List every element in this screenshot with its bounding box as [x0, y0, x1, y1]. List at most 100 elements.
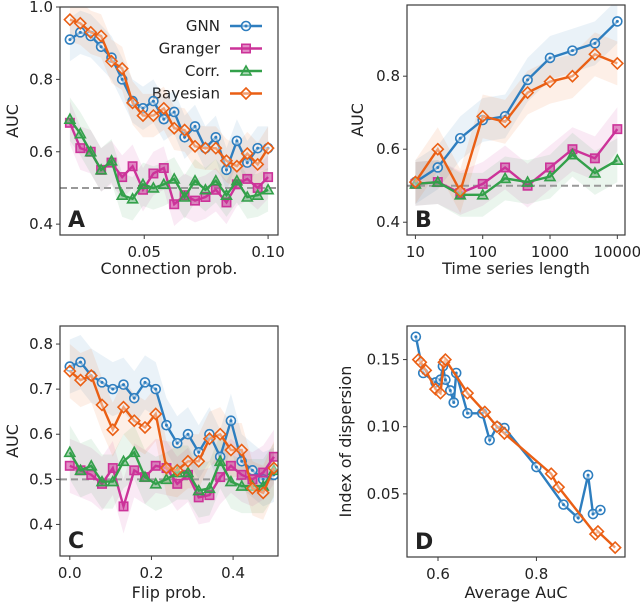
x-axis-label: Flip prob.	[132, 583, 207, 602]
plot-area	[60, 335, 278, 534]
panel-letter: B	[415, 208, 432, 233]
point-corr	[213, 454, 227, 467]
point-corr	[167, 172, 181, 184]
point-corr	[157, 177, 171, 190]
band-gnn	[69, 335, 274, 507]
y-tick-label: 0.4	[29, 515, 53, 533]
point-granger	[172, 478, 183, 489]
y-tick-label: 0.6	[376, 140, 400, 158]
series-bayesian	[63, 364, 278, 500]
point-corr	[63, 112, 77, 124]
point-bayesian	[209, 141, 223, 155]
point-bayesian	[159, 461, 174, 475]
point-corr	[84, 459, 98, 471]
point-gnn-dot	[240, 459, 244, 463]
x-axis-label: Time series length	[441, 259, 590, 278]
point-gnn-dot	[534, 465, 538, 469]
point-bayesian	[219, 154, 234, 168]
point-corr	[115, 188, 129, 200]
y-tick-label: 0.7	[29, 380, 53, 398]
point-granger	[263, 172, 274, 183]
y-tick-label: 0.4	[29, 215, 53, 233]
point-granger	[150, 460, 161, 471]
point-granger	[210, 184, 221, 195]
axes-frame	[406, 4, 626, 236]
point-gnn-dot	[458, 136, 462, 140]
panel-letter: D	[415, 530, 433, 555]
panel-b: 10 100 1000 10000 0.4 0.6 0.8 Time series lengt…	[348, 4, 640, 278]
point-bayesian	[136, 108, 150, 123]
point-gnn-dot	[261, 477, 265, 481]
point-corr	[543, 169, 557, 182]
point-corr	[230, 174, 244, 186]
point-gnn-dot	[162, 117, 166, 121]
point-corr	[203, 481, 216, 494]
point-bayesian	[433, 386, 448, 400]
point-gnn-dot	[78, 30, 82, 34]
series-bayesian	[411, 352, 622, 555]
y-tick-label: 0.5	[29, 470, 53, 488]
point-bayesian	[224, 443, 238, 457]
x-tick-label: 0.8	[524, 565, 548, 583]
x-tick-label: 0.4	[221, 564, 245, 582]
point-gnn-dot	[100, 380, 104, 384]
point-bayesian	[498, 115, 512, 129]
line-bayesian	[414, 52, 618, 195]
point-bayesian	[167, 121, 181, 135]
point-gnn-dot	[414, 335, 418, 339]
point-bayesian	[256, 486, 270, 500]
x-tick-label: 10000	[593, 243, 640, 261]
point-bayesian	[438, 352, 453, 367]
point-corr	[224, 474, 238, 487]
point-corr	[138, 470, 152, 482]
panel-a: 0.05 0.10 0.4 0.6 0.8 1.0 Connection prob. AUC A	[3, 0, 285, 278]
point-bayesian	[149, 407, 163, 421]
point-corr	[149, 477, 163, 489]
point-bayesian	[157, 101, 171, 115]
line-corr	[415, 153, 618, 197]
point-gnn-dot	[561, 503, 565, 507]
point-granger	[117, 172, 128, 183]
point-bayesian	[95, 398, 109, 412]
point-gnn-dot	[68, 38, 72, 42]
point-corr	[431, 175, 445, 187]
legend-marker-dot	[244, 24, 248, 28]
point-gnn-dot	[436, 165, 440, 169]
legend-marker	[239, 86, 253, 101]
point-bayesian	[460, 386, 475, 400]
point-gnn-dot	[526, 78, 530, 82]
point-granger	[158, 163, 169, 174]
point-granger	[236, 469, 247, 480]
point-gnn-dot	[235, 139, 239, 143]
axes-frame	[59, 6, 279, 236]
point-corr	[84, 145, 98, 157]
x-tick-label: 0.10	[251, 243, 284, 261]
point-bayesian	[551, 480, 566, 494]
point-corr	[178, 190, 191, 202]
point-gnn-dot	[245, 161, 249, 165]
point-gnn-dot	[143, 380, 147, 384]
point-granger	[215, 472, 226, 483]
point-corr	[192, 483, 206, 496]
y-tick-label: 0.4	[376, 213, 400, 231]
y-tick-label: 0.6	[29, 425, 53, 443]
point-corr	[73, 127, 87, 139]
point-bayesian	[520, 85, 535, 100]
point-corr	[235, 479, 249, 491]
panel-letter: C	[68, 529, 84, 554]
point-corr	[94, 163, 108, 175]
point-gnn-dot	[197, 450, 201, 454]
plot-area	[60, 7, 278, 226]
y-axis-label: AUC	[3, 424, 22, 458]
y-axis-label: AUC	[348, 103, 367, 137]
point-granger	[204, 490, 215, 501]
point-corr	[106, 474, 120, 487]
point-corr	[136, 177, 150, 190]
point-granger	[225, 460, 236, 471]
point-granger	[258, 467, 269, 478]
plot-area	[410, 331, 622, 555]
y-tick-label: 0.05	[367, 485, 400, 503]
legend-item-granger: Granger	[159, 40, 262, 58]
point-gnn-dot	[488, 438, 492, 442]
y-tick-label: 0.8	[376, 67, 400, 85]
